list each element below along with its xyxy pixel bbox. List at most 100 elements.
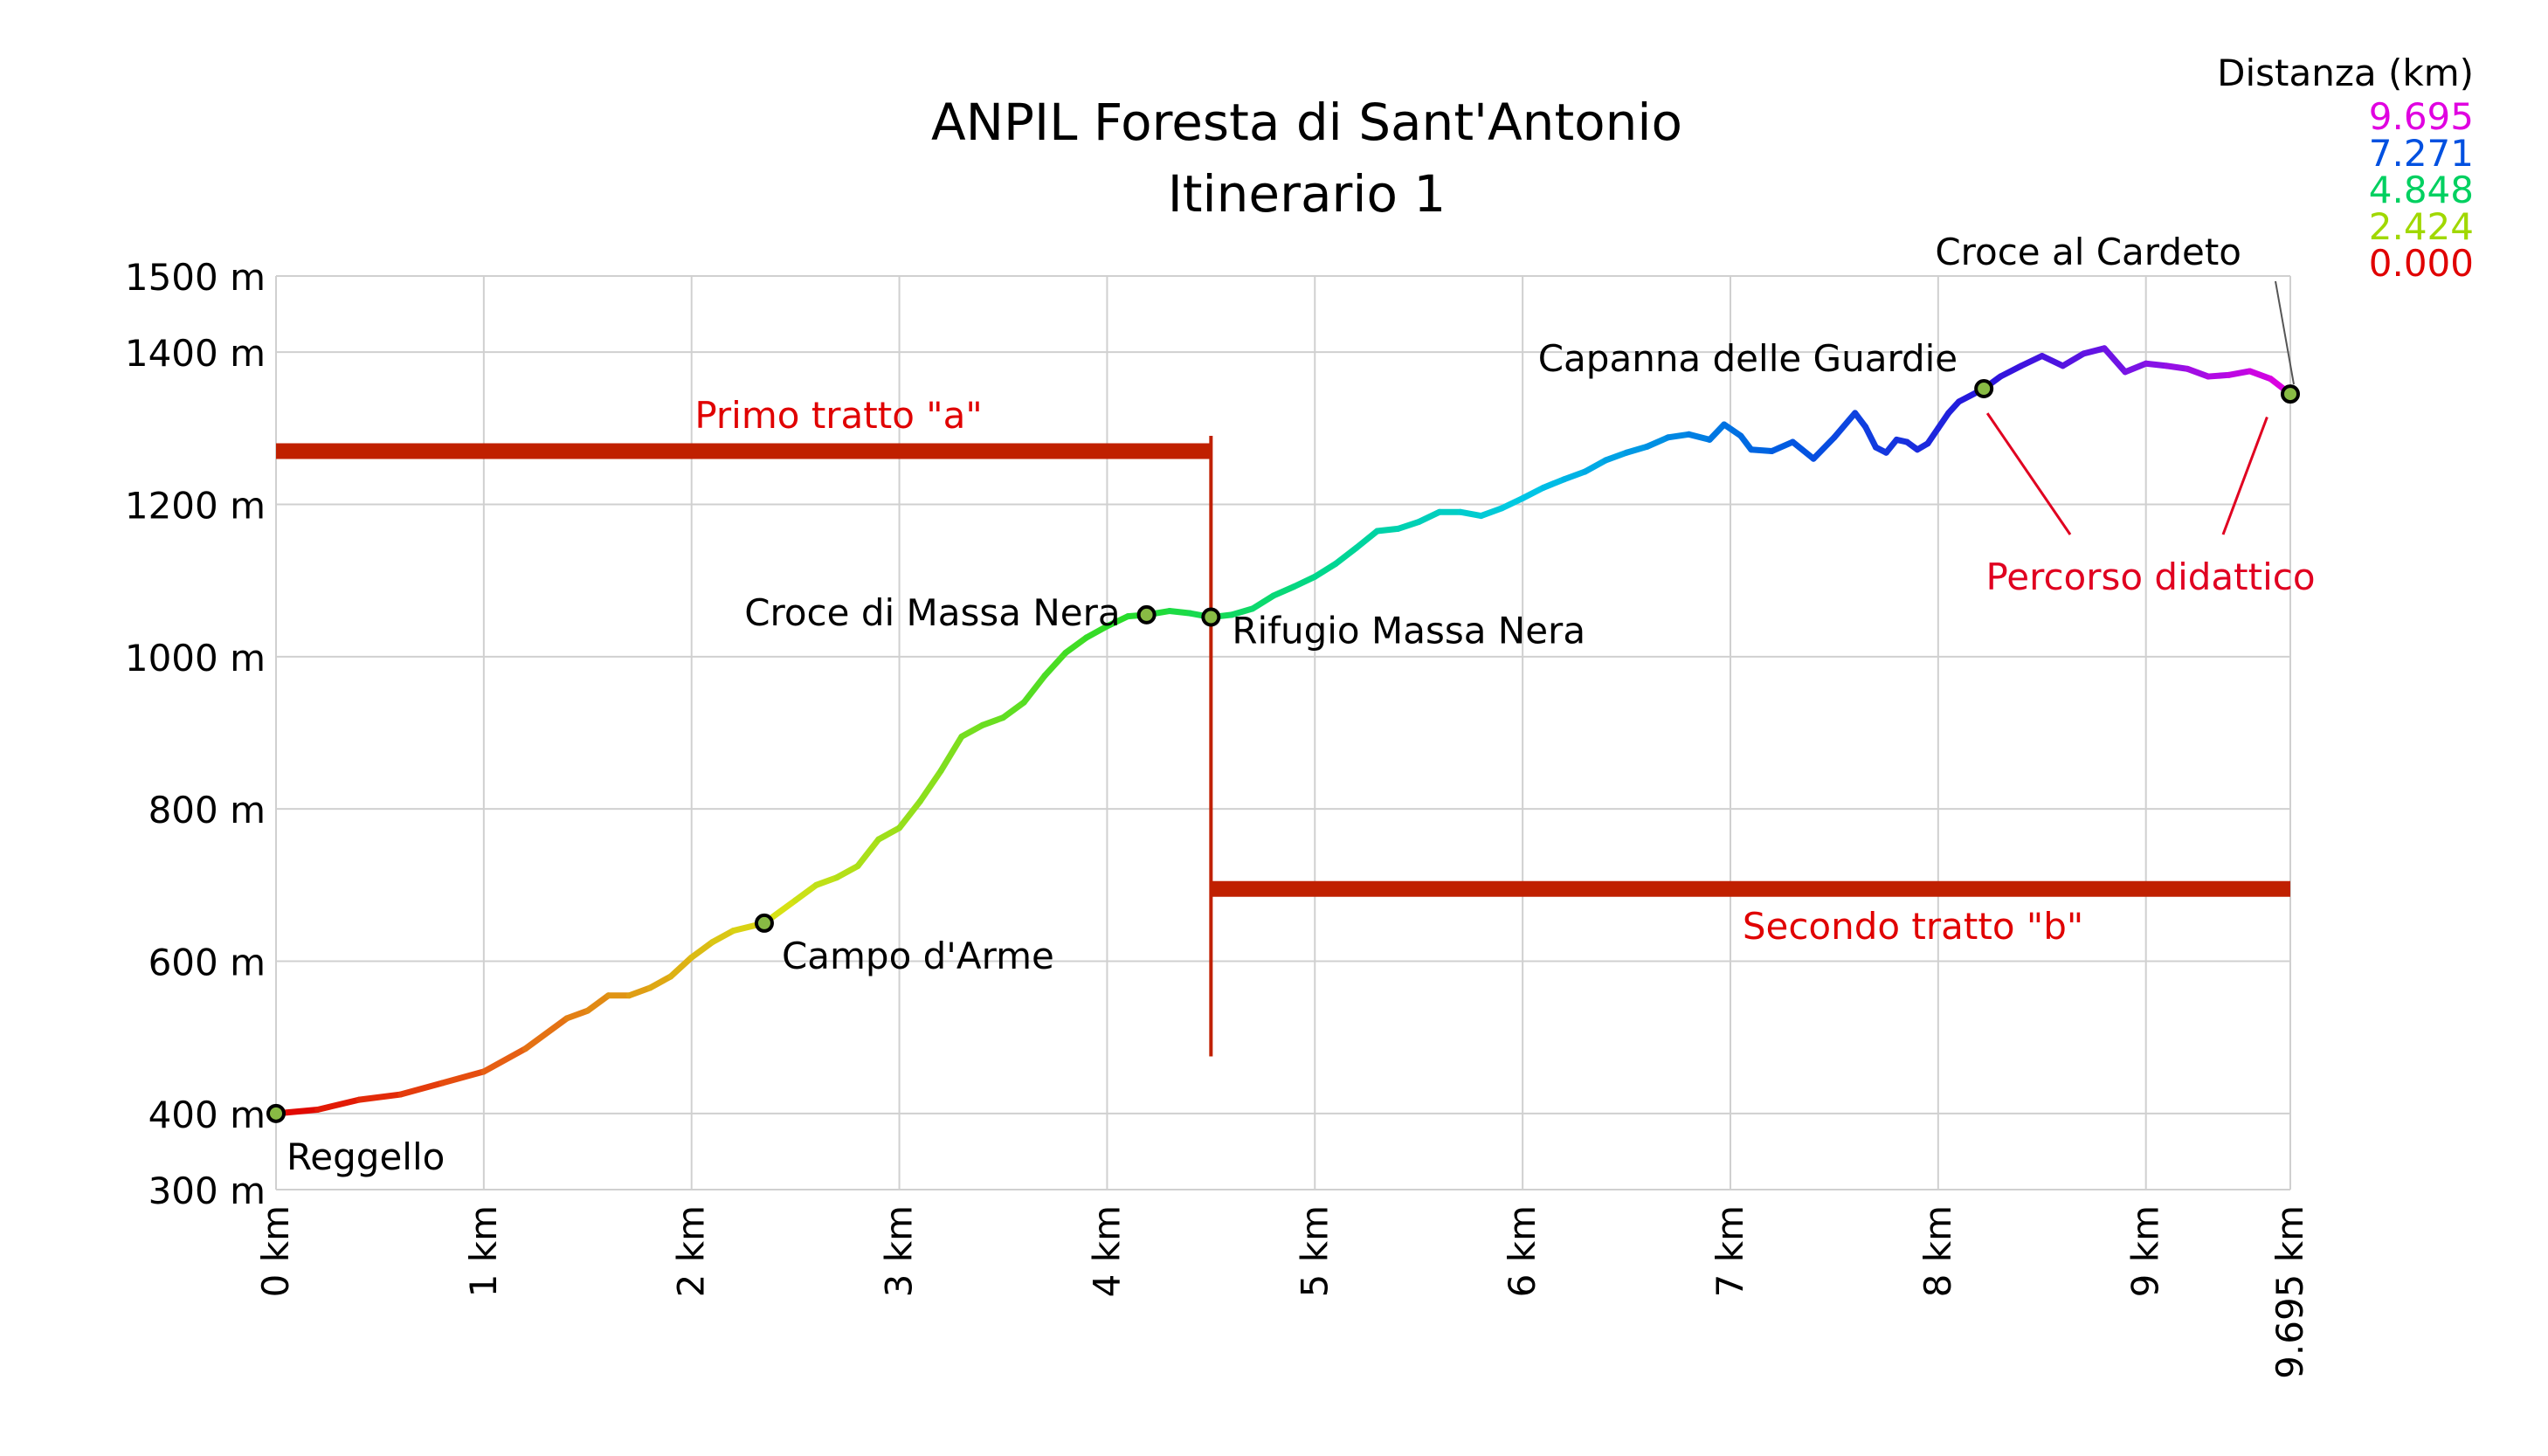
elevation-line-segment (1748, 446, 1776, 454)
elevation-line-segment (1353, 528, 1381, 551)
elevation-line-segment (1228, 605, 1256, 618)
x-tick-label: 6 km (1501, 1205, 1543, 1297)
waypoint-label: Capanna delle Guardie (1538, 337, 1958, 380)
x-tick-label: 1 km (462, 1205, 505, 1297)
x-tick-label: 4 km (1085, 1205, 1128, 1297)
elevation-line-segment (1924, 424, 1942, 447)
elevation-line-segment (854, 836, 882, 870)
elevation-line-segment (1290, 573, 1318, 590)
waypoint-label: Croce al Cardeto (1935, 231, 2241, 273)
elevation-line-segment (1581, 457, 1609, 475)
elevation-line-segment (1665, 431, 1692, 441)
elevation-line-segment (1374, 525, 1401, 535)
elevation-line-segment (1862, 424, 1879, 451)
waypoints: Reggello Campo d'Arme Croce di Massa Nera R… (266, 231, 2300, 1178)
elevation-line-segment (2060, 350, 2087, 369)
elevation-line-segment (1769, 438, 1796, 454)
elevation-line-segment (667, 954, 695, 980)
elevation-line-segment (1041, 649, 1069, 680)
legend-entry: 0.000 (2369, 242, 2474, 285)
x-tick-label: 9.695 km (2268, 1205, 2311, 1379)
y-tick-label: 800 m (148, 789, 266, 832)
waypoint-label: Reggello (287, 1135, 445, 1178)
elevation-line-segment (979, 714, 1006, 728)
elevation-line-segment (896, 797, 923, 832)
segment-label-a: Primo tratto "a" (694, 394, 982, 437)
x-tick-label: 3 km (878, 1205, 921, 1297)
y-tick-label: 400 m (148, 1094, 266, 1136)
elevation-line-segment (688, 939, 715, 961)
elevation-line-segment (1831, 410, 1859, 441)
waypoint-leader-line (2275, 280, 2295, 385)
elevation-line-segment (2226, 368, 2254, 378)
elevation-line-segment (1270, 583, 1297, 599)
elevation-line-segment (521, 1015, 570, 1052)
x-tick-label: 2 km (670, 1205, 713, 1297)
elevation-line-segment (1083, 623, 1110, 641)
elevation-line-segment (625, 984, 653, 999)
elevation-line-segment (1415, 508, 1443, 526)
chart-title: ANPIL Foresta di Sant'Antonio (931, 93, 1682, 152)
elevation-line-segment (875, 825, 903, 843)
route-annotations: Percorso didattico (1985, 280, 2316, 598)
elevation-line-segment (916, 768, 944, 804)
elevation-line-segment (1332, 544, 1360, 567)
legend-entry: 4.848 (2369, 169, 2474, 211)
elevation-line-segment (2080, 345, 2108, 357)
elevation-line-segment (2018, 353, 2046, 369)
elevation-line-segment (1498, 495, 1526, 512)
elevation-line-segment (1935, 410, 1952, 431)
waypoint-marker (1201, 607, 1221, 627)
waypoint-label: Croce di Massa Nera (744, 591, 1120, 634)
legend-entry: 9.695 (2369, 95, 2474, 138)
elevation-line-segment (1602, 449, 1630, 464)
annotation-label: Percorso didattico (1985, 555, 2315, 598)
elevation-line-segment (356, 1091, 404, 1103)
elevation-line-segment (812, 874, 840, 888)
elevation-line-segment (2122, 360, 2150, 376)
elevation-line-segment (2143, 360, 2170, 369)
elevation-line-segment (1789, 438, 1817, 462)
legend-entry: 7.271 (2369, 132, 2474, 175)
elevation-line-segment (2163, 362, 2191, 372)
chart-axes: 300 m 400 m 600 m 800 m 1000 m 1200 m 1400 m 15… (125, 256, 2311, 1379)
elevation-line-segment (2039, 353, 2067, 369)
elevation-line-segment (1457, 508, 1485, 520)
elevation-line-segment (1623, 443, 1651, 456)
elevation-line-segment (1311, 560, 1339, 580)
elevation-line-segment (438, 1068, 487, 1087)
elevation-line-segment (1020, 673, 1048, 706)
route-segments: Primo tratto "a" Secondo tratto "b" (276, 394, 2290, 1057)
elevation-line-segment (1561, 468, 1588, 483)
elevation-line-segment (792, 881, 819, 904)
elevation-line-segment (937, 733, 965, 775)
waypoint-label: Rifugio Massa Nera (1232, 610, 1585, 652)
elevation-line-segment (1706, 421, 1728, 443)
elevation-line-segment (2101, 345, 2129, 376)
waypoint-label: Campo d'Arme (782, 935, 1054, 977)
waypoint-marker (2281, 384, 2300, 404)
elevation-line-segment (1644, 434, 1672, 450)
elevation-line-segment (1519, 484, 1547, 502)
segment-label-b: Secondo tratto "b" (1743, 905, 2083, 948)
chart-subtitle: Itinerario 1 (1168, 164, 1447, 224)
x-tick-label: 9 km (2124, 1205, 2167, 1297)
elevation-line-segment (646, 973, 674, 991)
elevation-line-segment (1103, 613, 1131, 630)
elevation-line-segment (1249, 592, 1277, 612)
elevation-line-segment (958, 721, 986, 740)
elevation-line-segment (708, 928, 736, 946)
y-tick-label: 300 m (148, 1170, 266, 1212)
elevation-line-segment (833, 863, 861, 881)
elevation-line-segment (1685, 431, 1713, 443)
elevation-line-segment (1721, 421, 1744, 439)
elevation-line-segment (480, 1045, 528, 1075)
elevation-line-segment (314, 1096, 363, 1113)
legend-entry: 2.424 (2369, 205, 2474, 248)
y-tick-label: 1200 m (125, 485, 266, 528)
elevation-line-segment (563, 1007, 591, 1022)
elevation-line (273, 345, 2294, 1117)
x-tick-label: 0 km (254, 1205, 297, 1297)
